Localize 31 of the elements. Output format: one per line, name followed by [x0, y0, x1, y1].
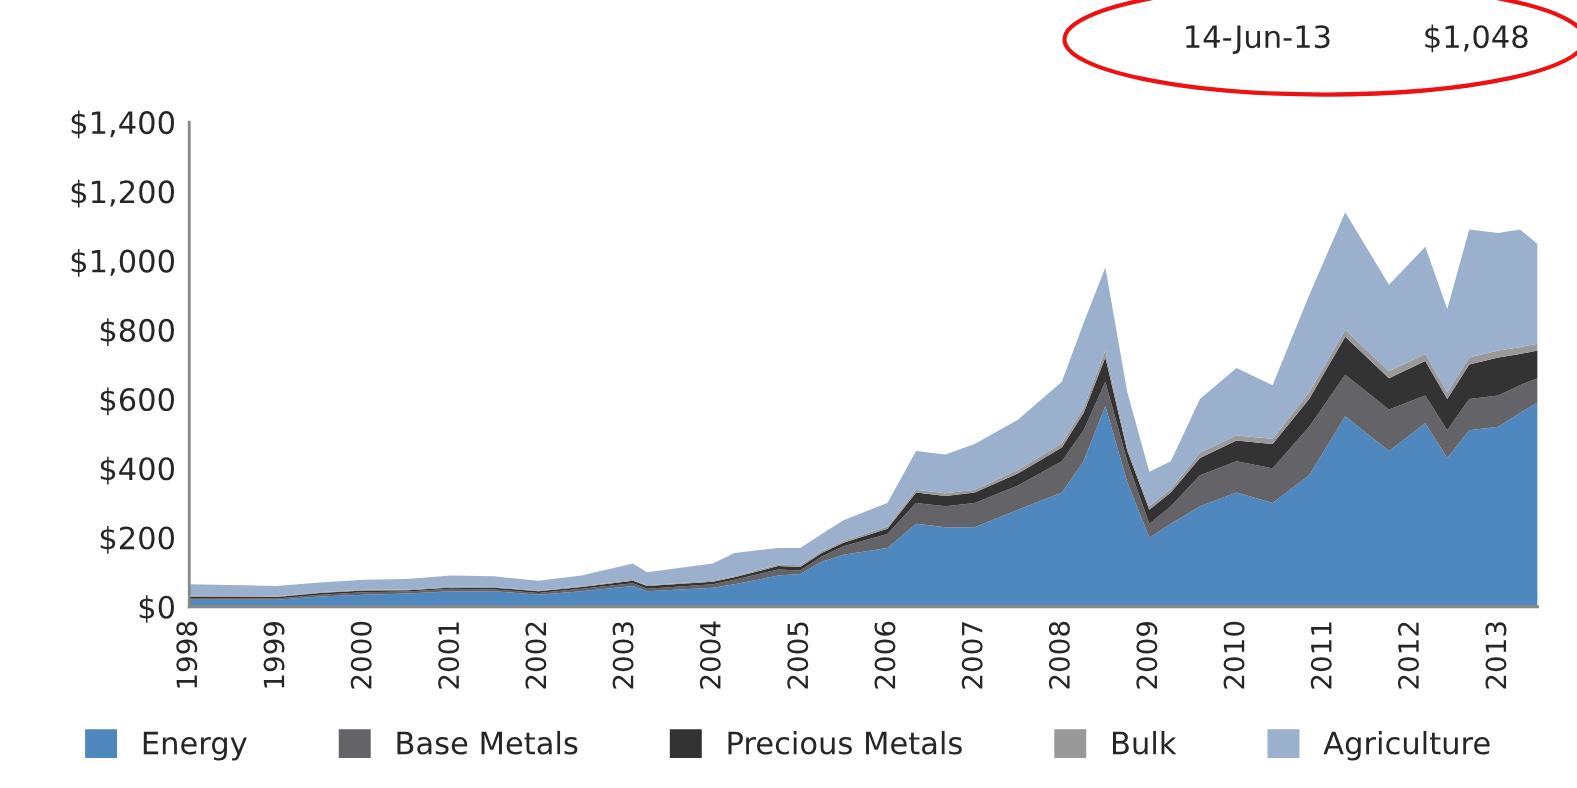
- x-tick-label: 2006: [874, 621, 896, 689]
- x-tick-label: 2010: [1223, 621, 1245, 689]
- legend-label: Energy: [143, 731, 247, 761]
- x-tick-label: 1998: [176, 621, 198, 688]
- x-tick-label: 2013: [1485, 622, 1507, 689]
- x-tick-label: 2003: [612, 622, 634, 689]
- legend-label: Bulk: [1113, 730, 1177, 755]
- x-tick-label: 2008: [1048, 621, 1070, 689]
- x-tick-label: 2011: [1310, 622, 1332, 689]
- legend-label: Agriculture: [1323, 730, 1490, 761]
- x-tick-label: 1999: [263, 621, 285, 688]
- legend-label: Base Metals: [397, 730, 578, 755]
- text: $1,048: [1425, 24, 1528, 53]
- x-tick-label: 2007: [961, 622, 983, 689]
- x-tick-label: 2001: [438, 622, 460, 689]
- x-tick-label: 2012: [1397, 622, 1419, 689]
- y-tick-label: $200: [100, 525, 175, 554]
- y-tick-label: $400: [100, 456, 175, 485]
- y-tick-label: $600: [100, 387, 175, 416]
- y-tick-label: $800: [100, 318, 175, 346]
- x-tick-label: 2004: [699, 621, 721, 689]
- y-tick-label: $0: [139, 595, 175, 623]
- legend-label: Precious Metals: [728, 730, 962, 755]
- text: 14-Jun-13: [1186, 25, 1330, 54]
- y-tick-label: $1,000: [71, 248, 175, 277]
- x-tick-label: 2002: [525, 622, 547, 689]
- y-tick-label: $1,200: [71, 179, 175, 208]
- x-tick-label: 2009: [1136, 621, 1158, 689]
- y-tick-label: $1,400: [71, 110, 175, 139]
- x-tick-label: 2005: [787, 622, 809, 689]
- x-tick-label: 2000: [350, 621, 372, 689]
